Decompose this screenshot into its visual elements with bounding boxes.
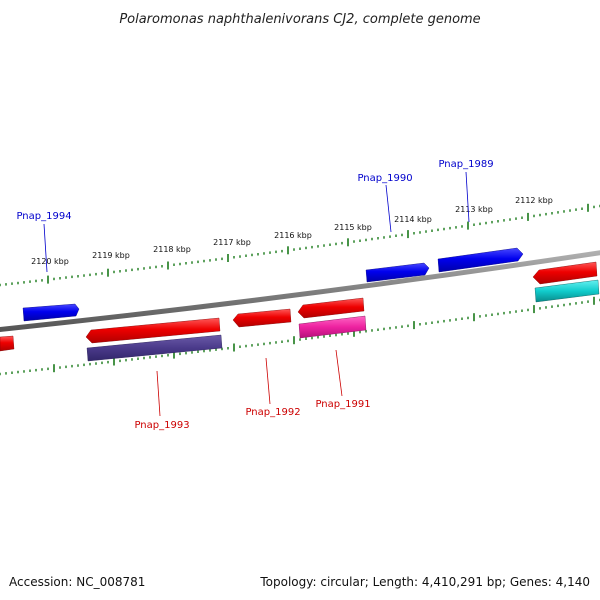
- gene-arrow-red-2[interactable]: [297, 297, 365, 319]
- label-leaders: [43, 171, 470, 417]
- genome-summary-text: Topology: circular; Length: 4,410,291 bp…: [259, 575, 590, 589]
- inner-tick-track: [0, 296, 600, 376]
- gene-arrow-red-1[interactable]: [85, 317, 221, 344]
- gene-arrow-pnap-1991[interactable]: [298, 315, 367, 339]
- gene-arrow-pnap-1994[interactable]: [22, 303, 80, 322]
- tick-label: 2118 kbp: [153, 245, 191, 254]
- forward-genes: [22, 247, 524, 322]
- tick-label: 2114 kbp: [394, 215, 432, 224]
- tick-label: 2119 kbp: [92, 251, 130, 260]
- gene-label-pnap-1992[interactable]: Pnap_1992: [245, 407, 300, 418]
- gene-label-pnap-1989[interactable]: Pnap_1989: [438, 159, 493, 170]
- leader-pnap-1989: [465, 171, 470, 223]
- tick-label: 2113 kbp: [455, 205, 493, 214]
- gene-label-pnap-1991[interactable]: Pnap_1991: [315, 399, 370, 410]
- gene-arrow-pnap-1992[interactable]: [232, 308, 292, 328]
- leader-pnap-1990: [385, 184, 392, 233]
- leader-pnap-1991: [335, 349, 343, 397]
- gene-arrow-pnap-1990[interactable]: [365, 262, 430, 283]
- reverse-genes: [0, 261, 600, 362]
- map-title: Polaromonas naphthalenivorans CJ2, compl…: [119, 12, 480, 27]
- accession-text: Accession: NC_008781: [9, 575, 145, 589]
- gene-labels: Pnap_1994 Pnap_1990 Pnap_1989 Pnap_1993 …: [16, 159, 493, 431]
- gene-arrow-pnap-1993[interactable]: [86, 334, 223, 362]
- gene-label-pnap-1993[interactable]: Pnap_1993: [134, 420, 189, 431]
- leader-pnap-1993: [156, 370, 161, 417]
- tick-labels: 2120 kbp 2119 kbp 2118 kbp 2117 kbp 2116…: [31, 196, 553, 266]
- tick-label: 2115 kbp: [334, 223, 372, 232]
- gene-arrow-left-edge[interactable]: [0, 335, 15, 352]
- tick-label: 2116 kbp: [274, 231, 312, 240]
- tick-label: 2120 kbp: [31, 257, 69, 266]
- gene-arrow-red-3[interactable]: [532, 261, 598, 285]
- outer-tick-track: [0, 203, 600, 287]
- gene-label-pnap-1990[interactable]: Pnap_1990: [357, 173, 412, 184]
- gene-arrow-cyan[interactable]: [534, 279, 600, 303]
- gene-arrow-pnap-1989[interactable]: [437, 247, 524, 273]
- leader-pnap-1994: [43, 223, 48, 273]
- genome-backbone: [0, 250, 600, 332]
- gene-label-pnap-1994[interactable]: Pnap_1994: [16, 211, 71, 222]
- tick-label: 2117 kbp: [213, 238, 251, 247]
- tick-label: 2112 kbp: [515, 196, 553, 205]
- leader-pnap-1992: [265, 357, 271, 405]
